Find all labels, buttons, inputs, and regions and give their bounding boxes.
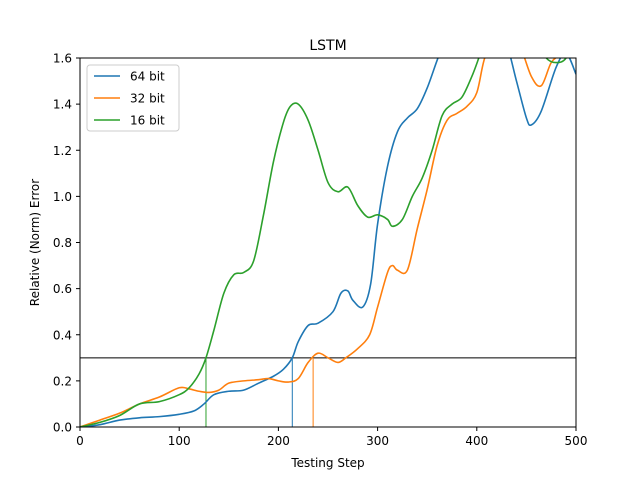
- x-axis-label: Testing Step: [290, 456, 364, 470]
- y-tick-label: 0.8: [53, 236, 72, 250]
- y-tick-label: 0.6: [53, 282, 72, 296]
- legend: 64 bit 32 bit 16 bit: [87, 65, 179, 131]
- y-tick-label: 1.4: [53, 98, 72, 112]
- y-tick-label: 1.6: [53, 52, 72, 66]
- x-tick-label: 100: [168, 434, 191, 448]
- y-axis-label: Relative (Norm) Error: [28, 179, 42, 306]
- y-tick-label: 0.2: [53, 374, 72, 388]
- y-tick-label: 1.2: [53, 144, 72, 158]
- chart-title: LSTM: [309, 38, 346, 54]
- x-tick-label: 200: [267, 434, 290, 448]
- x-tick-label: 400: [465, 434, 488, 448]
- y-tick-label: 0.4: [53, 328, 72, 342]
- legend-label: 16 bit: [130, 114, 165, 128]
- y-tick-label: 1.0: [53, 190, 72, 204]
- legend-label: 64 bit: [130, 70, 165, 84]
- y-ticks: 0.0 0.2 0.4 0.6 0.8 1.0 1.2 1.4 1.6: [53, 52, 80, 435]
- x-ticks: 0 100 200 300 400 500: [76, 427, 587, 448]
- x-tick-label: 500: [565, 434, 588, 448]
- x-tick-label: 0: [76, 434, 84, 448]
- x-tick-label: 300: [366, 434, 389, 448]
- legend-label: 32 bit: [130, 92, 165, 106]
- y-tick-label: 0.0: [53, 421, 72, 435]
